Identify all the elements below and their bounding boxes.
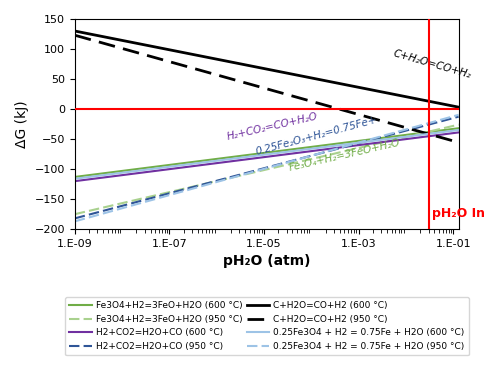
Text: Fe₃O₄+H₂=3FeO+H₂O: Fe₃O₄+H₂=3FeO+H₂O — [288, 138, 401, 173]
Text: C+H₂O=CO+H₂: C+H₂O=CO+H₂ — [392, 49, 472, 80]
Text: 0.25Fe₂O₃+H₂=0.75Fe+: 0.25Fe₂O₃+H₂=0.75Fe+ — [254, 115, 378, 157]
Text: H₂+CO₂=CO+H₂O: H₂+CO₂=CO+H₂O — [226, 112, 319, 142]
X-axis label: pH₂O (atm): pH₂O (atm) — [223, 254, 310, 269]
Legend: Fe3O4+H2=3FeO+H2O (600 °C), Fe3O4+H2=3FeO+H2O (950 °C), H2+CO2=H2O+CO (600 °C), : Fe3O4+H2=3FeO+H2O (600 °C), Fe3O4+H2=3Fe… — [65, 297, 468, 355]
Y-axis label: ΔG (kJ): ΔG (kJ) — [15, 100, 29, 148]
Text: pH₂O In: pH₂O In — [432, 207, 486, 220]
